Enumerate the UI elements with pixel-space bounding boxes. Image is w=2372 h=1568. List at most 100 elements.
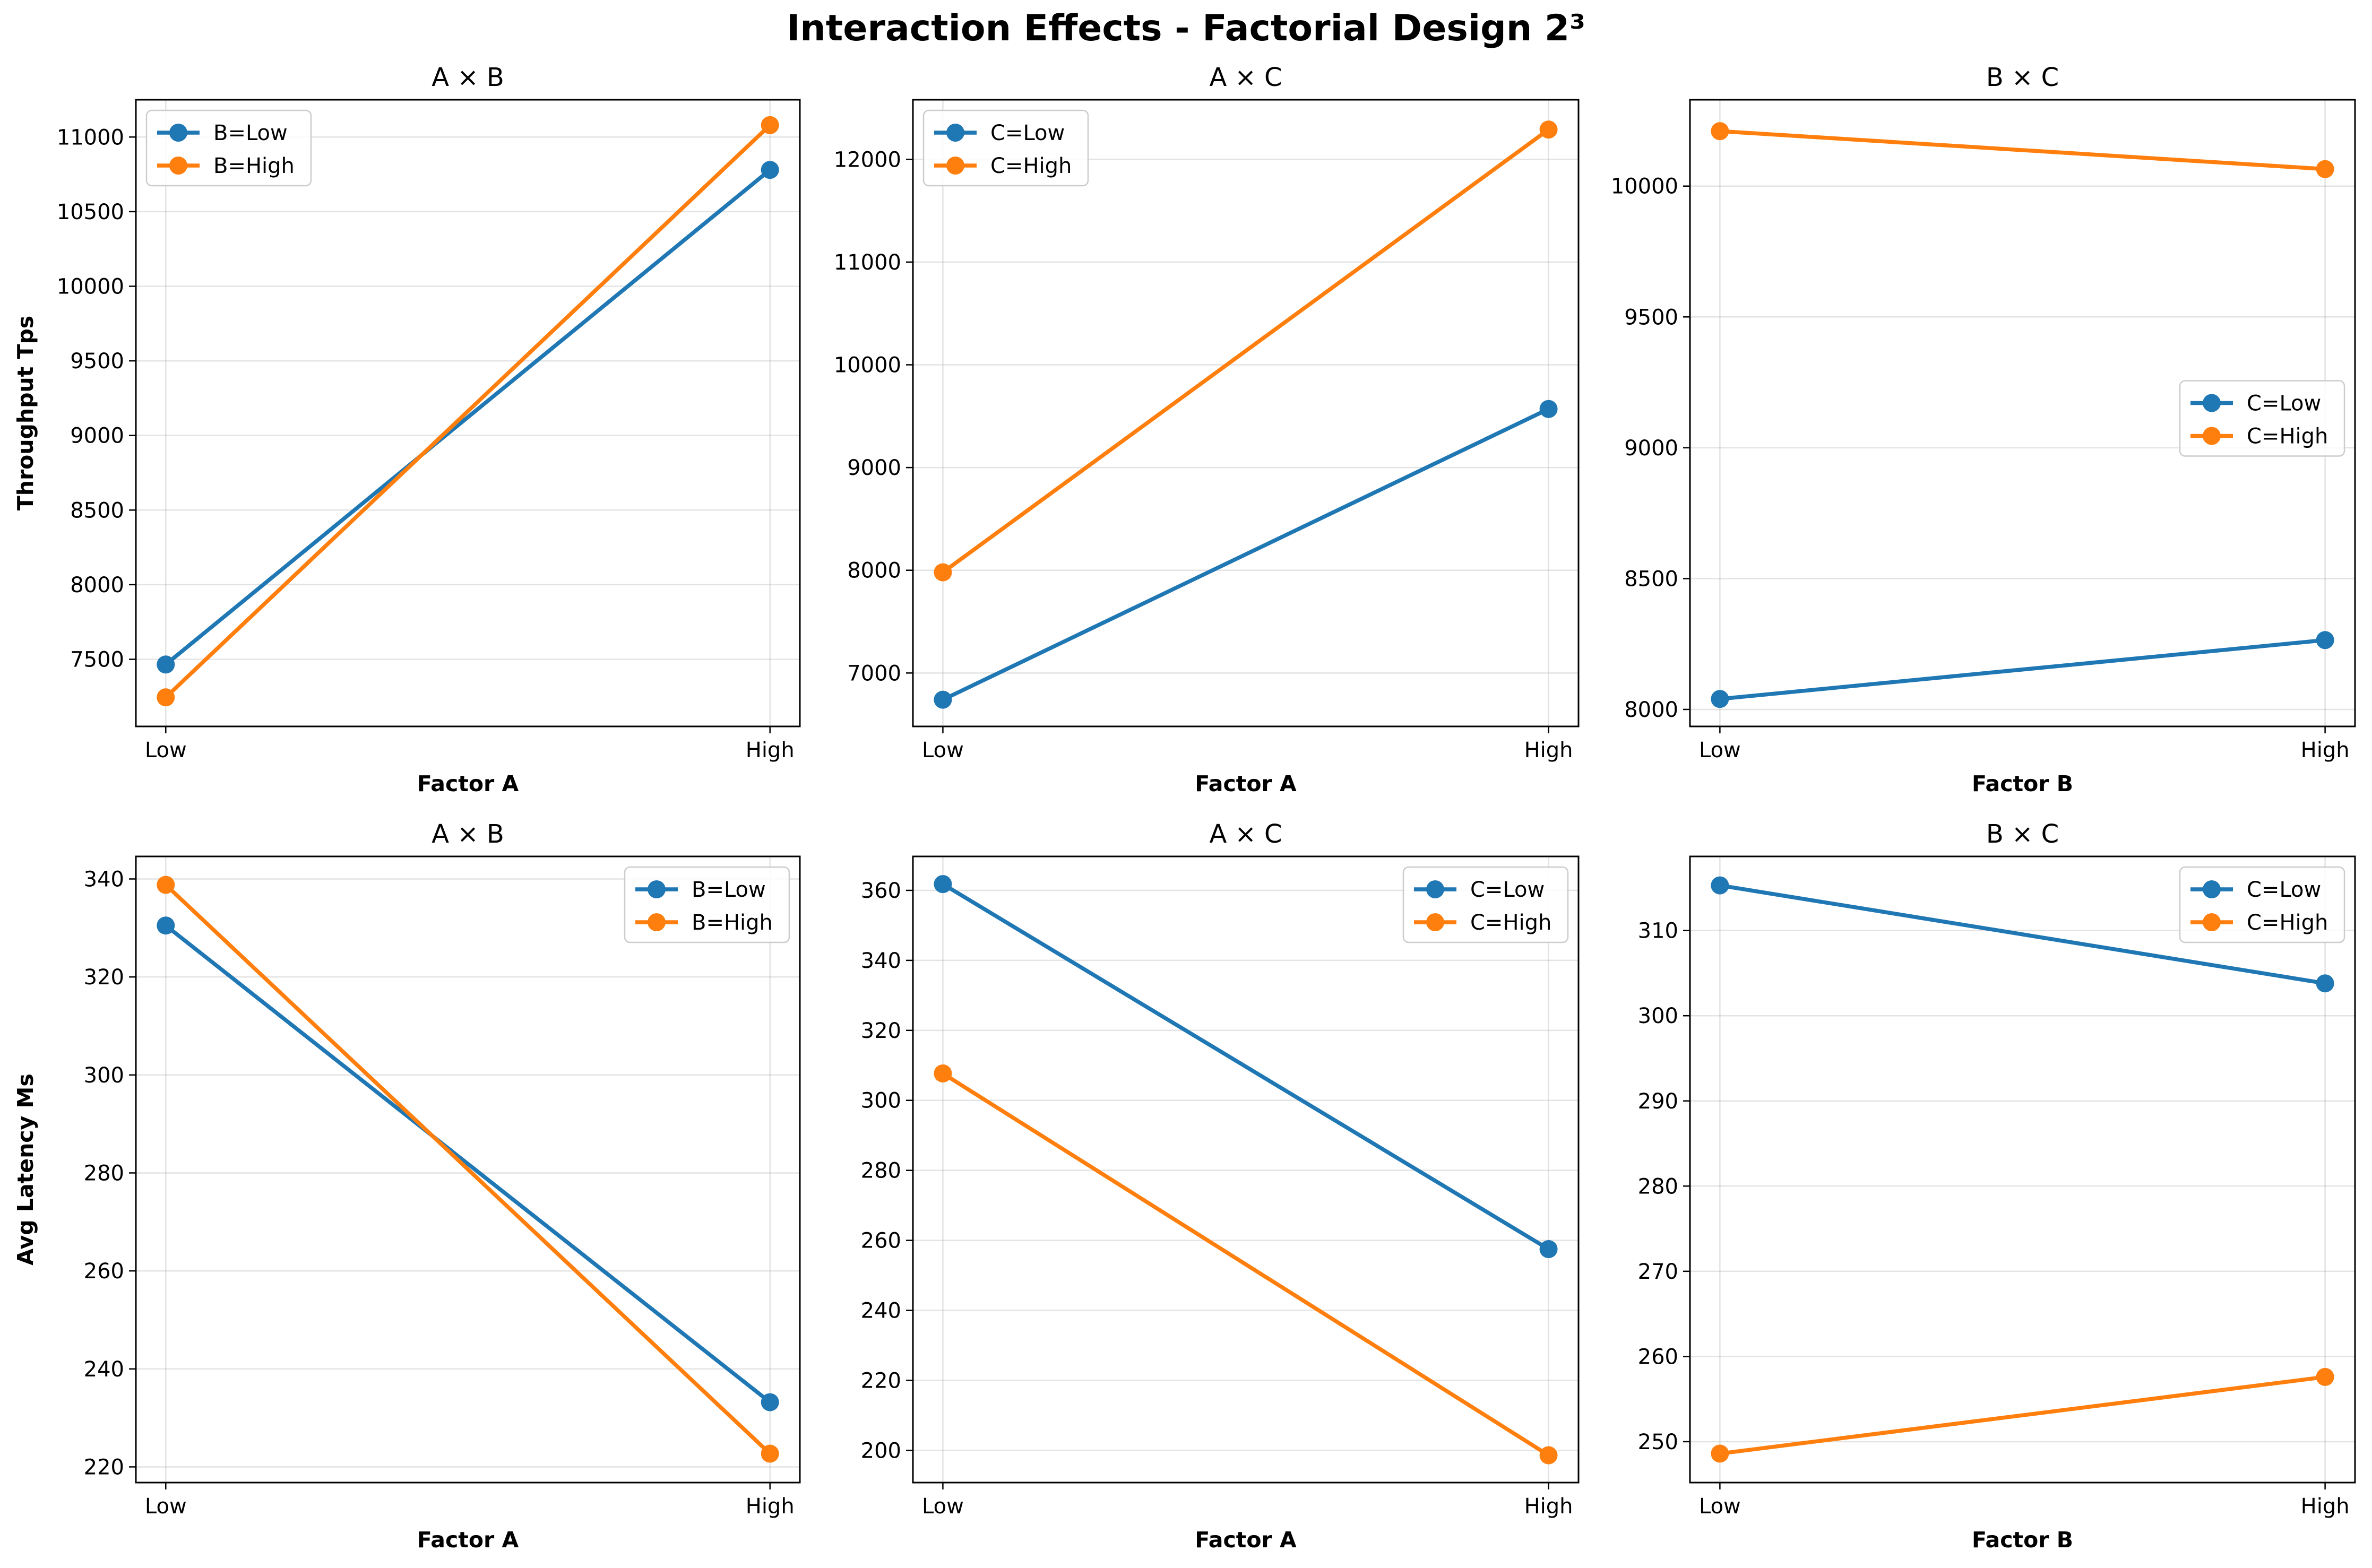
data-point bbox=[761, 116, 779, 134]
y-tick-label: 260 bbox=[1638, 1345, 1678, 1369]
data-point bbox=[934, 1064, 952, 1082]
legend-label: B=High bbox=[213, 154, 295, 178]
data-point bbox=[934, 563, 952, 582]
y-tick-label: 220 bbox=[84, 1455, 124, 1479]
y-tick-label: 270 bbox=[1638, 1260, 1678, 1284]
y-tick-label: 320 bbox=[84, 965, 124, 990]
y-tick-label: 10000 bbox=[834, 353, 901, 378]
subplot-1: 7500 8000 8500 9000 9500 10000 10500 11000 Low Hi… bbox=[13, 63, 801, 796]
y-tick-label: 300 bbox=[84, 1063, 124, 1088]
x-axis-label: Factor A bbox=[1195, 1527, 1297, 1553]
plot-frame bbox=[912, 99, 1580, 727]
y-tick-label: 240 bbox=[84, 1357, 124, 1382]
x-tick-label: High bbox=[746, 738, 795, 763]
y-tick-label: 9500 bbox=[70, 349, 124, 374]
y-tick-label: 290 bbox=[1638, 1089, 1678, 1114]
legend-swatch-marker bbox=[946, 157, 964, 175]
x-tick-label: Low bbox=[1699, 738, 1741, 763]
data-point bbox=[1539, 1240, 1558, 1259]
data-point bbox=[1539, 400, 1558, 418]
y-axis-label: Throughput Tps bbox=[13, 316, 38, 510]
y-tick-label: 8500 bbox=[70, 498, 124, 523]
subplot-title: A × B bbox=[432, 63, 504, 92]
y-tick-label: 340 bbox=[84, 867, 124, 891]
legend-swatch-marker bbox=[2203, 880, 2221, 898]
x-tick-label: High bbox=[1524, 738, 1573, 763]
legend-label: C=High bbox=[2247, 911, 2328, 935]
plot-frame bbox=[135, 99, 801, 727]
data-point bbox=[761, 161, 779, 179]
y-tick-label: 360 bbox=[861, 879, 901, 903]
y-tick-label: 9500 bbox=[1624, 305, 1678, 330]
x-tick-label: Low bbox=[145, 738, 187, 763]
series-line-b-low bbox=[164, 168, 772, 666]
y-tick-label: 280 bbox=[84, 1161, 124, 1185]
series-line-c-low bbox=[942, 407, 1550, 702]
data-point bbox=[157, 916, 175, 935]
legend-label: C=Low bbox=[2247, 878, 2321, 902]
y-tick-label: 8000 bbox=[1624, 698, 1678, 722]
series-line-c-high bbox=[1720, 129, 2325, 171]
data-point bbox=[157, 688, 175, 707]
subplot-2: 7000 8000 9000 10000 11000 12000 Low High A × C F… bbox=[834, 63, 1580, 796]
series-line-c-high bbox=[942, 128, 1550, 574]
y-tick-label: 280 bbox=[861, 1159, 901, 1183]
y-tick-label: 8000 bbox=[70, 573, 124, 597]
data-point bbox=[157, 876, 175, 894]
legend-label: C=High bbox=[990, 154, 1072, 178]
legend-swatch-marker bbox=[2203, 394, 2221, 412]
legend-label: C=High bbox=[2247, 425, 2328, 449]
subplot-3: 8000 8500 9000 9500 10000 Low High B × C Factor … bbox=[1611, 63, 2356, 796]
y-tick-label: 9000 bbox=[70, 424, 124, 448]
x-tick-label: Low bbox=[145, 1494, 187, 1519]
y-tick-label: 260 bbox=[861, 1229, 901, 1253]
plot-frame bbox=[1689, 855, 2356, 1484]
legend-label: B=Low bbox=[213, 121, 288, 145]
subplot-4: 220 240 260 280 300 320 340 Low High A × B Factor … bbox=[13, 819, 801, 1553]
y-tick-label: 11000 bbox=[57, 125, 124, 150]
plot-frame bbox=[912, 855, 1580, 1484]
x-tick-label: High bbox=[2301, 1494, 2350, 1519]
x-axis-label: Factor A bbox=[417, 1527, 519, 1553]
y-axis-label: Avg Latency Ms bbox=[13, 1073, 38, 1266]
data-point bbox=[761, 1393, 779, 1411]
subplot-title: A × B bbox=[432, 819, 504, 849]
y-tick-label: 12000 bbox=[834, 148, 901, 172]
data-point bbox=[2316, 1367, 2334, 1386]
legend: C=Low C=High bbox=[1402, 866, 1569, 943]
legend-swatch-marker bbox=[169, 124, 187, 142]
legend: B=Low B=High bbox=[624, 866, 790, 943]
y-tick-label: 11000 bbox=[834, 250, 901, 275]
x-tick-label: Low bbox=[1699, 1494, 1741, 1519]
series-line-c-high bbox=[942, 1071, 1550, 1457]
y-tick-label: 250 bbox=[1638, 1430, 1678, 1454]
data-point bbox=[2316, 160, 2334, 178]
series-line-c-low bbox=[1719, 883, 2326, 985]
legend-swatch-marker bbox=[2203, 913, 2221, 931]
y-tick-label: 300 bbox=[861, 1089, 901, 1113]
y-tick-label: 260 bbox=[84, 1259, 124, 1284]
legend-swatch-marker bbox=[169, 157, 187, 175]
x-axis-label: Factor A bbox=[417, 771, 519, 796]
y-tick-label: 300 bbox=[1638, 1004, 1678, 1028]
data-point bbox=[1711, 690, 1729, 708]
y-tick-label: 8500 bbox=[1624, 567, 1678, 591]
y-tick-label: 10000 bbox=[1611, 175, 1678, 199]
x-tick-label: Low bbox=[922, 738, 964, 763]
data-point bbox=[1711, 1444, 1729, 1463]
x-tick-label: High bbox=[2301, 738, 2350, 763]
x-axis-label: Factor B bbox=[1972, 771, 2073, 796]
legend-label: B=Low bbox=[692, 878, 766, 902]
series-line-b-low bbox=[164, 924, 772, 1404]
data-point bbox=[761, 1444, 779, 1463]
y-tick-label: 10000 bbox=[57, 274, 124, 299]
x-tick-label: High bbox=[1524, 1494, 1573, 1519]
figure-title: Interaction Effects - Factorial Design 2… bbox=[787, 7, 1585, 49]
subplot-title: B × C bbox=[1986, 819, 2059, 849]
legend: C=Low C=High bbox=[2179, 866, 2345, 943]
legend-label: C=High bbox=[1470, 911, 1551, 935]
legend: B=Low B=High bbox=[145, 109, 312, 187]
legend-label: C=Low bbox=[990, 121, 1065, 145]
series-line-c-low bbox=[1720, 638, 2325, 701]
